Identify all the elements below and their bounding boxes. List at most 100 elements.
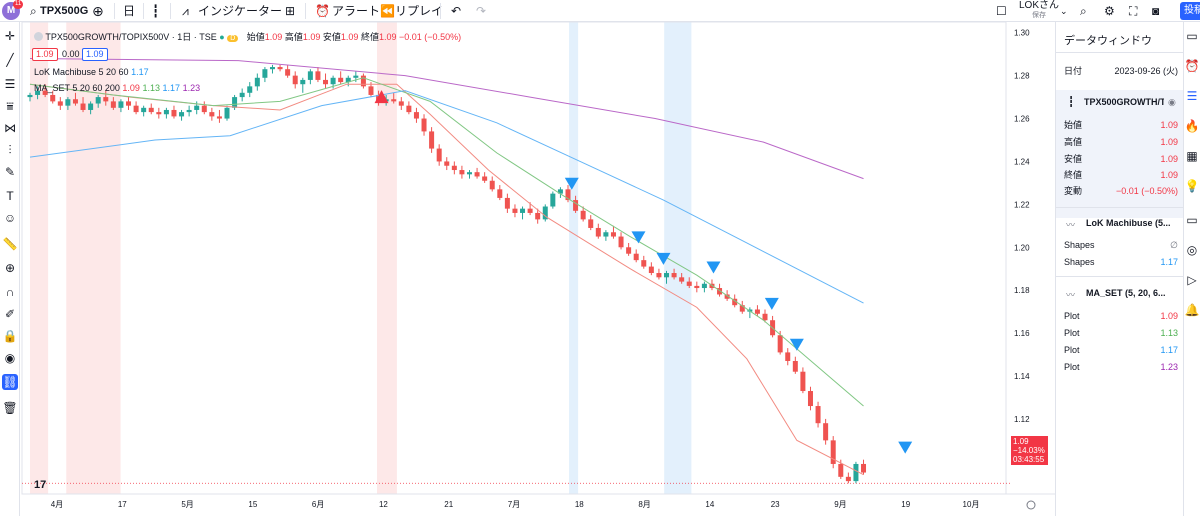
dw-row: 高値 1.09 (1064, 135, 1178, 149)
trash-icon[interactable]: 🗑 (2, 401, 18, 415)
close-label: 終値 (360, 32, 379, 42)
saved-label: 保存 (1032, 12, 1046, 19)
indicator-legend-1[interactable]: LoK Machibuse 5 20 60 1.17 (34, 67, 149, 77)
gear-icon[interactable]: ⚙ (1104, 4, 1115, 18)
candle-body (686, 281, 692, 286)
buy-signal-arrow (374, 90, 389, 104)
fullscreen-icon[interactable]: ⛶ (1129, 4, 1138, 18)
pattern-icon[interactable]: ⋈ (4, 121, 16, 135)
ask-box[interactable]: 1.09 (82, 48, 108, 61)
alerts-icon[interactable]: ⏰ (1184, 59, 1200, 73)
tradingview-logo: 17 (34, 479, 46, 491)
link-icon[interactable]: ⛓ (2, 374, 18, 390)
time-tick-label: 14 (705, 500, 714, 509)
eye-icon[interactable]: ◉ (1168, 97, 1176, 107)
dw-value: 1.23 (1160, 362, 1178, 372)
magnet-icon[interactable]: ∩ (5, 285, 15, 299)
dw-key: Shapes (1064, 240, 1095, 250)
streams-icon[interactable]: ◎ (1186, 243, 1198, 257)
time-tick-label: 9月 (834, 500, 846, 509)
horizontal-lines-icon[interactable]: ☰ (4, 77, 16, 91)
indicator-legend-2[interactable]: MA_SET 5 20 60 200 1.09 1.13 1.17 1.23 (34, 83, 200, 93)
alert-button[interactable]: アラート (332, 4, 381, 18)
chat-icon[interactable]: ▭ (1186, 213, 1198, 227)
candle-body (232, 97, 238, 108)
candle-body (648, 266, 654, 274)
add-symbol-icon[interactable]: ⊕ (92, 3, 104, 19)
trendline-icon[interactable]: ╱ (6, 53, 14, 67)
indicator-icon: 〰 (1066, 290, 1076, 300)
candle-body (239, 92, 245, 98)
brush-icon[interactable]: ✎ (4, 165, 16, 179)
bid-box[interactable]: 1.09 (32, 48, 58, 61)
sell-signal-arrow (789, 338, 804, 351)
watchlist-icon[interactable]: ▭ (1186, 29, 1198, 43)
data-window-icon[interactable]: ☰ (1186, 89, 1198, 103)
time-tick-label: 17 (118, 500, 127, 509)
ma-line-ma60 (29, 90, 864, 304)
chevron-down-icon[interactable]: ⌄ (1060, 6, 1068, 16)
candle-body (65, 99, 71, 106)
ruler-icon[interactable]: 📏 (2, 237, 18, 251)
ideas-icon[interactable]: 💡 (1184, 179, 1200, 193)
dw-row: 終値 1.09 (1064, 168, 1178, 182)
zoom-icon[interactable]: ⊕ (4, 261, 16, 275)
text-icon[interactable]: T (6, 189, 14, 203)
candle-body (330, 77, 336, 85)
crosshair-icon[interactable]: ✛ (4, 29, 16, 43)
price-tick-label: 1.22 (1014, 200, 1030, 209)
candle-body (800, 371, 806, 392)
chart-legend-title[interactable]: TPX500GROWTH/TOPIX500V · 1日 · TSE ● D 始値… (34, 30, 461, 43)
undo-icon[interactable]: ↶ (451, 4, 462, 18)
candle-body (50, 94, 56, 102)
dw-row: Shapes ∅ (1064, 238, 1178, 252)
replay-icon[interactable]: ⏪ (380, 4, 395, 18)
candle-body (421, 118, 427, 132)
replay-button[interactable]: リプレイ (395, 4, 444, 18)
channel-icon[interactable]: ⩸ (6, 99, 14, 113)
highlight-band-red (30, 22, 49, 494)
interval-button[interactable]: 日 (123, 4, 136, 18)
search-icon[interactable]: ⌕ (30, 4, 37, 18)
indicator-1-value: 1.17 (131, 67, 149, 77)
settings-gear-icon[interactable] (1026, 500, 1036, 510)
candle-body (391, 99, 397, 102)
candle-body (88, 103, 94, 110)
quick-search-icon[interactable]: ⌕ (1080, 4, 1087, 18)
candle-type-icon[interactable]: ┇ (152, 4, 160, 18)
candle-body (118, 101, 124, 108)
candle-body (35, 90, 41, 95)
lock-drawing-icon[interactable]: ✐ (4, 307, 16, 321)
candle-body (527, 208, 533, 213)
lock-icon[interactable]: 🔒 (2, 329, 18, 343)
candle-body (360, 75, 366, 87)
camera-icon[interactable]: ◙ (1152, 4, 1160, 18)
redo-icon[interactable]: ↷ (476, 4, 487, 18)
last-price-box: 1.09 −14.03% 03:43:55 (1011, 436, 1048, 465)
notification-icon[interactable]: 🔔 (1184, 303, 1200, 317)
calendar-icon[interactable]: ▦ (1186, 149, 1198, 163)
time-tick-label: 4月 (51, 500, 63, 509)
templates-icon[interactable]: ⊞ (285, 4, 296, 18)
candle-body (80, 103, 86, 110)
indicators-button[interactable]: インジケーター (198, 4, 283, 18)
symbol-name[interactable]: TPX500G (40, 5, 89, 17)
user-name[interactable]: LOKさん (1019, 0, 1060, 11)
dw-key: Plot (1064, 362, 1080, 372)
indicators-icon[interactable]: ⩘ (182, 4, 189, 18)
play-icon[interactable]: ▷ (1187, 273, 1197, 287)
candle-body (671, 273, 677, 278)
publish-button[interactable]: 投稿 (1180, 2, 1200, 20)
alert-icon[interactable]: ⏰ (315, 4, 330, 18)
eye-icon[interactable]: ◉ (4, 351, 16, 365)
emoji-icon[interactable]: ☺ (3, 211, 17, 225)
time-tick-label: 7月 (508, 500, 520, 509)
candle-body (307, 71, 313, 80)
price-tick-label: 1.28 (1014, 72, 1030, 81)
fib-icon[interactable]: ⫶ (8, 143, 12, 157)
data-window-title: データウィンドウ (1064, 35, 1152, 47)
price-tick-label: 1.12 (1014, 415, 1030, 424)
layout-checkbox-icon[interactable]: ☐ (996, 4, 1007, 18)
hotlist-icon[interactable]: 🔥 (1184, 119, 1200, 133)
